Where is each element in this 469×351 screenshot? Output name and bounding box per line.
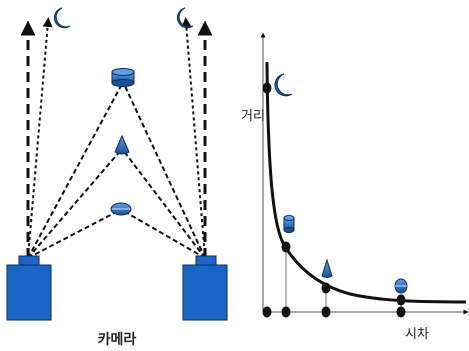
curve-point [321,282,331,294]
distance-axis-label: 거리 [241,109,265,124]
curve-point [262,82,272,94]
right-camera [182,255,228,321]
cone-icon [114,134,130,155]
drop-lines [285,246,402,312]
left-ray-cone [27,149,122,259]
crescent-moon-icon [176,7,194,29]
object-rays [27,83,206,259]
left-ray-cylinder [27,83,123,259]
axis-points [262,306,406,318]
cone-icon [321,258,333,278]
axis-point [262,306,272,318]
stereo-camera-panel: 카메라 [6,7,228,348]
crescent-moon-icon [53,7,71,29]
curve-point [281,241,291,253]
cylinder-icon [283,215,295,233]
left-ray-moon [27,17,53,259]
axis-point [281,306,291,318]
crescent-moon-icon [274,73,293,97]
curve-point [396,294,406,306]
axis-point [396,306,406,318]
camera-label: 카메라 [98,332,137,348]
right-ray-ellipsoid [121,209,206,259]
ellipsoid-icon [110,202,132,216]
parallel-rays [20,20,213,258]
disparity-axis-label: 시차 [405,327,429,342]
left-ray-ellipsoid [27,209,121,259]
cylinder-icon [111,68,135,87]
right-ray-moon [181,17,206,259]
right-ray-cylinder [123,83,206,259]
left-camera [6,255,52,321]
distance-disparity-graph: 거리 시차 [241,32,469,342]
right-ray-cone [122,149,206,259]
axis-point [321,306,331,318]
curve-points [262,82,406,306]
distance-curve [265,61,467,304]
ellipsoid-icon [394,278,408,294]
